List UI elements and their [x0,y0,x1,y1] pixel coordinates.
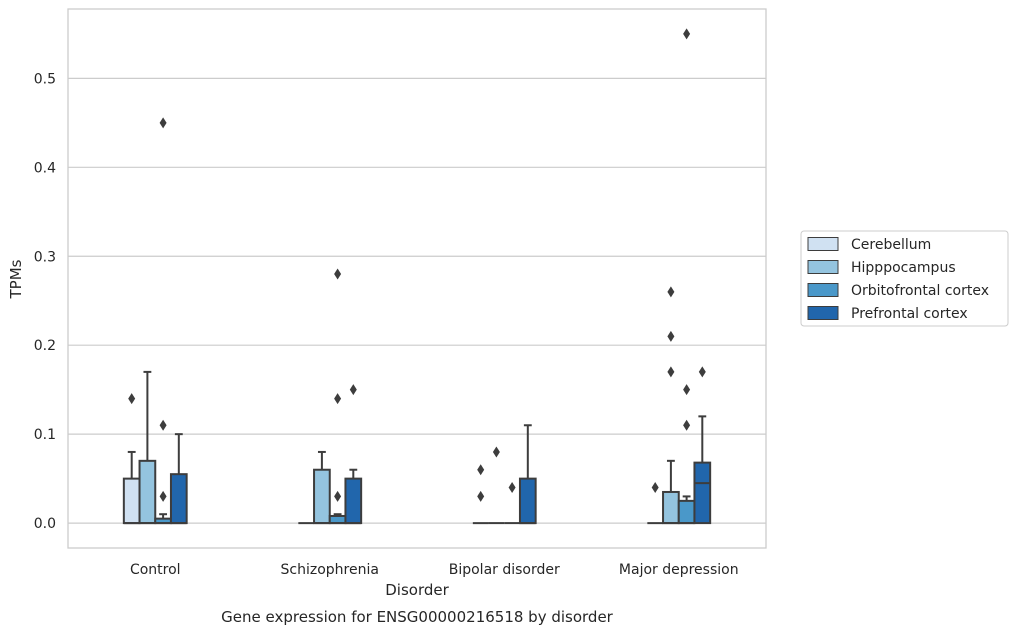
legend-swatch [807,283,839,297]
box-hipppocampus [138,370,157,525]
outlier-point [334,490,342,502]
outlier-point [667,366,675,378]
box-orbitofrontal-cortex [677,28,696,525]
box-series [122,28,712,525]
box-body [662,490,680,525]
grid-lines [68,77,766,524]
outlier-point [492,446,500,458]
outlier-point [159,490,167,502]
box-cerebellum [472,464,489,525]
box-body [677,499,696,525]
legend-label: Prefrontal cortex [851,306,968,322]
x-tick-label: Major depression [619,562,739,578]
plot-frame [67,8,767,549]
box-hipppocampus [662,286,680,525]
box-cerebellum [647,482,664,525]
x-tick-label: Control [130,562,181,578]
outlier-point [128,393,136,405]
legend-label: Hipppocampus [851,260,956,276]
y-tick-label: 0.1 [34,427,56,443]
outlier-point [159,117,167,129]
x-tick-label: Schizophrenia [281,562,379,578]
legend-swatch [807,237,839,251]
box-cerebellum [122,393,141,525]
x-axis-label: Disorder [385,581,449,599]
box-orbitofrontal-cortex [504,482,520,525]
outlier-point [349,384,357,396]
outlier-point [477,464,485,476]
legend-label: Cerebellum [851,237,931,253]
x-tick-labels: Control Schizophrenia Bipolar disorder Majo… [130,562,739,578]
legend-frame [800,230,1009,327]
box-prefrontal-cortex [169,433,188,525]
y-tick-labels: 0.0 0.1 0.2 0.3 0.4 0.5 [34,71,56,532]
y-tick-label: 0.0 [34,516,56,532]
outlier-point [334,268,342,280]
outlier-point [667,286,675,298]
outlier-point [683,419,691,431]
box-body [122,477,141,525]
y-axis-label: TPMs [7,259,25,299]
box-body [313,468,331,525]
outlier-point [651,482,659,494]
y-tick-label: 0.4 [34,160,56,176]
legend-swatch [807,306,839,320]
outlier-point [159,419,167,431]
outlier-point [667,330,675,342]
outlier-point [683,384,691,396]
box-body [169,473,188,525]
outlier-point [508,482,516,494]
y-tick-label: 0.2 [34,338,56,354]
box-hipppocampus [313,450,331,525]
box-orbitofrontal-cortex [154,117,172,525]
box-hipppocampus [488,446,505,525]
box-prefrontal-cortex [693,366,712,525]
x-tick-label: Bipolar disorder [449,562,560,578]
outlier-point [334,393,342,405]
y-tick-label: 0.3 [34,249,56,265]
box-body [693,461,712,525]
outlier-point [698,366,706,378]
legend: Cerebellum Hipppocampus Orbitofrontal cort… [800,230,1009,327]
box-body [328,514,347,525]
box-orbitofrontal-cortex [328,268,347,525]
chart-caption: Gene expression for ENSG00000216518 by d… [221,608,614,626]
box-prefrontal-cortex [518,424,537,525]
box-body [518,477,537,525]
legend-swatch [807,260,839,274]
box-body [344,477,363,525]
box-body [138,459,157,525]
outlier-point [477,490,485,502]
y-tick-label: 0.5 [34,71,56,87]
outlier-point [683,28,691,40]
legend-label: Orbitofrontal cortex [851,283,989,299]
box-prefrontal-cortex [344,384,363,525]
